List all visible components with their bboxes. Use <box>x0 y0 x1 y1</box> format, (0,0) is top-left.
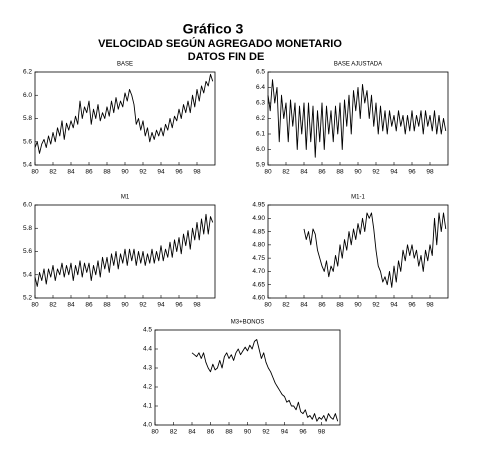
x-tick-label: 84 <box>300 302 308 309</box>
panel-title: BASE <box>117 62 133 68</box>
panel-title: M3+BONOS <box>231 320 265 326</box>
x-tick-label: 94 <box>157 302 165 309</box>
x-tick-label: 94 <box>281 429 289 436</box>
y-tick-label: 4.70 <box>252 268 265 275</box>
x-tick-label: 98 <box>193 302 201 309</box>
x-tick-label: 92 <box>139 302 147 309</box>
x-tick-label: 82 <box>49 302 57 309</box>
panel-title: M1-1 <box>351 195 365 201</box>
x-tick-label: 82 <box>170 429 178 436</box>
x-tick-label: 98 <box>426 169 434 176</box>
x-tick-label: 90 <box>121 302 129 309</box>
y-tick-label: 6.4 <box>256 84 265 91</box>
panel-title: M1 <box>121 195 130 201</box>
x-tick-label: 88 <box>225 429 233 436</box>
x-tick-label: 84 <box>67 302 75 309</box>
y-tick-label: 5.6 <box>23 138 32 145</box>
x-tick-label: 82 <box>49 169 57 176</box>
y-tick-label: 4.60 <box>252 295 265 302</box>
x-tick-label: 80 <box>31 169 39 176</box>
series-line <box>191 339 339 422</box>
x-tick-label: 90 <box>244 429 252 436</box>
x-tick-label: 92 <box>372 169 380 176</box>
x-tick-label: 86 <box>318 302 326 309</box>
y-tick-label: 4.2 <box>143 384 152 391</box>
x-tick-label: 96 <box>299 429 307 436</box>
y-tick-label: 4.5 <box>143 327 152 334</box>
panel-title: BASE AJUSTADA <box>334 62 382 68</box>
x-tick-label: 96 <box>175 169 183 176</box>
y-tick-label: 4.75 <box>252 255 265 262</box>
x-tick-label: 98 <box>426 302 434 309</box>
x-tick-label: 86 <box>85 302 93 309</box>
x-tick-label: 98 <box>318 429 326 436</box>
y-tick-label: 5.4 <box>23 271 32 278</box>
y-tick-label: 5.8 <box>23 115 32 122</box>
x-tick-label: 96 <box>175 302 183 309</box>
title: Gráfico 3 <box>183 21 244 37</box>
x-tick-label: 92 <box>372 302 380 309</box>
x-tick-label: 88 <box>103 169 111 176</box>
series-line <box>267 79 447 158</box>
y-tick-label: 6.3 <box>256 100 265 107</box>
x-tick-label: 88 <box>336 169 344 176</box>
x-tick-label: 96 <box>408 302 416 309</box>
x-tick-label: 92 <box>262 429 270 436</box>
y-tick-label: 4.1 <box>143 403 152 410</box>
x-tick-label: 88 <box>336 302 344 309</box>
x-tick-label: 86 <box>318 169 326 176</box>
x-tick-label: 86 <box>207 429 215 436</box>
x-tick-label: 80 <box>264 169 272 176</box>
x-tick-label: 94 <box>157 169 165 176</box>
x-tick-label: 98 <box>193 169 201 176</box>
x-tick-label: 90 <box>121 169 129 176</box>
plot-frame <box>34 71 216 166</box>
x-tick-label: 80 <box>31 302 39 309</box>
y-tick-label: 6.0 <box>256 146 265 153</box>
y-tick-label: 6.5 <box>256 69 265 76</box>
y-tick-label: 4.3 <box>143 365 152 372</box>
series-line <box>303 212 447 288</box>
series-line <box>34 73 214 154</box>
y-tick-label: 6.0 <box>23 92 32 99</box>
series-line <box>34 213 214 287</box>
y-tick-label: 4.90 <box>252 215 265 222</box>
y-tick-label: 4.65 <box>252 281 265 288</box>
y-tick-label: 5.6 <box>23 248 32 255</box>
x-tick-label: 82 <box>282 302 290 309</box>
x-tick-label: 88 <box>103 302 111 309</box>
y-tick-label: 5.9 <box>256 162 265 169</box>
x-tick-label: 80 <box>151 429 159 436</box>
x-tick-label: 84 <box>188 429 196 436</box>
x-tick-label: 86 <box>85 169 93 176</box>
y-tick-label: 4.4 <box>143 346 152 353</box>
y-tick-label: 6.1 <box>256 131 265 138</box>
x-tick-label: 82 <box>282 169 290 176</box>
y-tick-label: 5.8 <box>23 225 32 232</box>
plot-frame <box>267 204 449 299</box>
x-tick-label: 94 <box>390 169 398 176</box>
x-tick-label: 92 <box>139 169 147 176</box>
y-tick-label: 4.80 <box>252 242 265 249</box>
x-tick-label: 84 <box>300 169 308 176</box>
subtitle: VELOCIDAD SEGÚN AGREGADO MONETARIO <box>98 37 342 50</box>
y-tick-label: 6.2 <box>23 69 32 76</box>
x-tick-label: 80 <box>264 302 272 309</box>
y-tick-label: 6.0 <box>23 202 32 209</box>
y-tick-label: 6.2 <box>256 115 265 122</box>
x-tick-label: 90 <box>354 169 362 176</box>
y-tick-label: 4.95 <box>252 202 265 209</box>
subtitle: DATOS FIN DE <box>188 51 265 63</box>
plot-frame <box>267 71 449 166</box>
y-tick-label: 5.4 <box>23 162 32 169</box>
y-tick-label: 4.85 <box>252 228 265 235</box>
plot-frame <box>154 329 341 426</box>
y-tick-label: 5.2 <box>23 295 32 302</box>
y-tick-label: 4.0 <box>143 422 152 429</box>
x-tick-label: 90 <box>354 302 362 309</box>
x-tick-label: 96 <box>408 169 416 176</box>
x-tick-label: 84 <box>67 169 75 176</box>
x-tick-label: 94 <box>390 302 398 309</box>
